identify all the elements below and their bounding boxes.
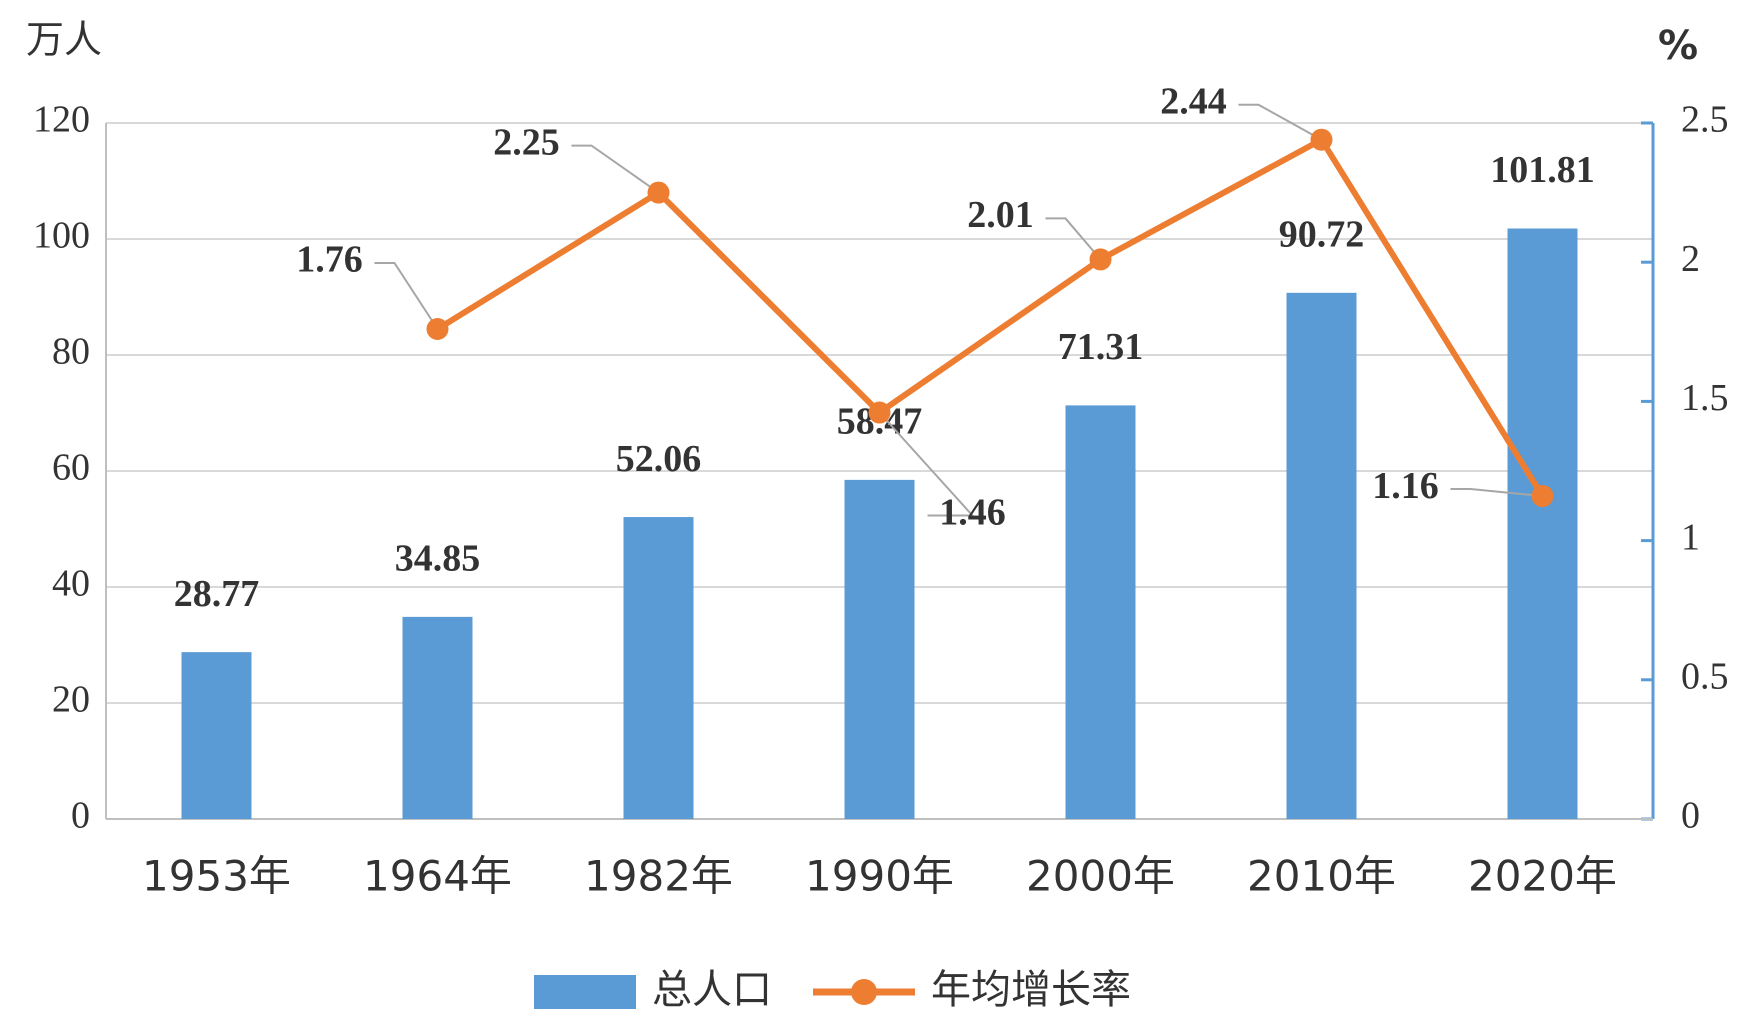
bar	[402, 616, 473, 819]
bar	[623, 517, 694, 819]
x-tick-label: 1953年	[142, 852, 291, 901]
bar	[1065, 405, 1136, 819]
x-tick-label: 1990年	[805, 852, 954, 901]
y2-tick-label: 0.5	[1681, 656, 1729, 698]
bar-value-label: 101.81	[1490, 149, 1595, 191]
x-tick-label: 1982年	[584, 852, 733, 901]
x-tick-label: 2020年	[1468, 852, 1617, 901]
leader-line	[1450, 488, 1543, 498]
x-tick-label: 2000年	[1026, 852, 1175, 901]
x-tick-label: 1964年	[363, 852, 512, 901]
bar	[844, 479, 915, 819]
y2-tick-label: 2.5	[1681, 99, 1729, 141]
line-value-label: 1.46	[939, 491, 1006, 533]
y-tick-label: 100	[33, 215, 90, 257]
legend-label: 年均增长率	[931, 967, 1131, 1013]
bar-value-label: 28.77	[174, 573, 260, 615]
line-marker	[426, 318, 449, 341]
line-value-label: 2.25	[493, 121, 560, 163]
legend-swatch	[851, 979, 877, 1005]
y-tick-label: 80	[52, 331, 90, 373]
x-tick-label: 2010年	[1247, 852, 1396, 901]
y-tick-label: 120	[33, 99, 90, 141]
y2-tick-label: 2	[1681, 238, 1700, 280]
leader-line	[1045, 217, 1102, 261]
y2-axis-label: %	[1658, 23, 1698, 69]
y2-tick-label: 1	[1681, 516, 1700, 558]
line-marker	[1531, 485, 1554, 508]
y2-tick-label: 1.5	[1681, 377, 1729, 419]
line-marker	[868, 401, 891, 424]
legend-swatch	[534, 975, 636, 1009]
leader-line	[1238, 103, 1322, 141]
line-value-label: 1.16	[1372, 465, 1439, 507]
leader-line	[374, 262, 439, 330]
y-tick-label: 40	[52, 563, 90, 605]
y-tick-label: 60	[52, 447, 90, 489]
y-tick-label: 20	[52, 679, 90, 721]
line-marker	[647, 181, 670, 204]
line-marker	[1089, 248, 1112, 271]
line-marker	[1310, 128, 1333, 151]
line	[435, 136, 1546, 498]
leader-line	[571, 144, 660, 194]
bar-value-label: 52.06	[616, 438, 702, 480]
bar-value-label: 34.85	[395, 538, 481, 580]
line-value-label: 2.44	[1160, 80, 1227, 122]
y-tick-label: 0	[71, 795, 90, 837]
bar-value-label: 90.72	[1279, 214, 1365, 256]
bar	[1507, 228, 1578, 819]
legend-label: 总人口	[652, 967, 772, 1013]
bar	[181, 652, 252, 819]
bar	[1286, 292, 1357, 820]
y2-tick-label: 0	[1681, 795, 1700, 837]
y-axis-label: 万人	[26, 18, 102, 62]
line-value-label: 2.01	[967, 194, 1034, 236]
bar-value-label: 71.31	[1058, 326, 1144, 368]
line-value-label: 1.76	[296, 239, 363, 281]
leader-line	[878, 411, 975, 517]
